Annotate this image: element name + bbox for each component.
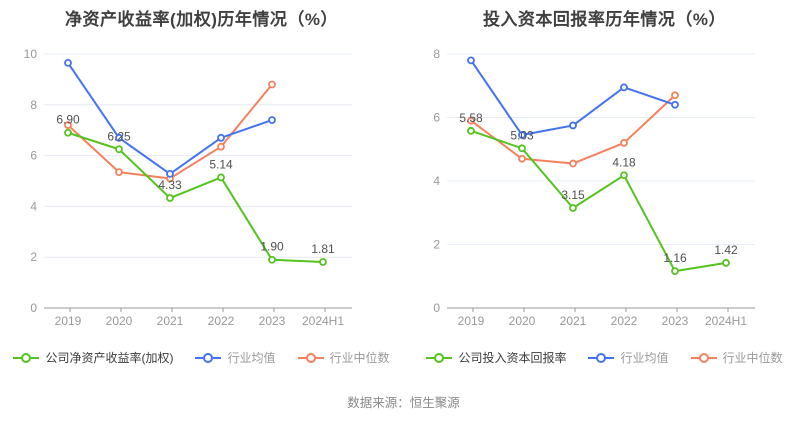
x-axis-tick-label: 2024H1: [705, 314, 747, 328]
value-label: 1.16: [663, 251, 687, 265]
legend-item-industry-median[interactable]: 行业中位数: [690, 349, 783, 366]
y-axis-tick-label: 10: [24, 47, 38, 61]
value-label: 1.81: [311, 242, 335, 256]
data-point: [64, 128, 72, 137]
data-point: [64, 58, 72, 67]
y-axis-tick-label: 4: [433, 174, 440, 188]
legend-line-circle-icon: [690, 352, 717, 363]
data-point: [467, 126, 475, 135]
y-axis-tick-label: 0: [30, 301, 37, 315]
data-point: [115, 133, 123, 142]
data-point: [217, 142, 225, 151]
value-label: 5.14: [209, 157, 233, 171]
value-label: 6.90: [56, 113, 80, 127]
x-axis-tick-label: 2019: [458, 314, 485, 328]
data-point: [166, 169, 174, 178]
legend-line-circle-icon: [195, 352, 222, 363]
legend-label: 行业中位数: [722, 351, 783, 365]
y-axis-tick-label: 8: [433, 47, 440, 61]
legend-label: 行业中位数: [329, 351, 390, 365]
roic-chart-plot: 0 2 4 6 8 2019 2020 2021 2022 2023 2024H1 5.58 5.03 3…: [433, 47, 755, 328]
roic-chart-section: 投入资本回报率历年情况（%） 0 2 4 6 8 2019 2020 2021 2022 2023…: [403, 0, 806, 366]
value-label: 1.90: [260, 240, 284, 254]
roe-chart-title: 净资产收益率(加权)历年情况（%）: [65, 10, 338, 29]
x-axis-tick-label: 2020: [509, 314, 536, 328]
roic-chart-title: 投入资本回报率历年情况（%）: [482, 10, 727, 29]
legend-item-industry-average[interactable]: 行业均值: [588, 349, 669, 366]
charts-row: 净资产收益率(加权)历年情况（%） 0 2 4 6 8 10 2019 2020 2021 202…: [0, 0, 806, 366]
legend-item-company[interactable]: 公司投入资本回报率: [426, 349, 566, 366]
value-label: 5.58: [459, 111, 483, 125]
x-axis-tick-label: 2022: [208, 314, 235, 328]
legend-label: 公司净资产收益率(加权): [45, 351, 174, 365]
data-point: [64, 121, 72, 130]
data-point: [569, 121, 577, 130]
y-axis-tick-label: 2: [433, 238, 440, 252]
data-point: [268, 80, 276, 89]
legend-label: 公司投入资本回报率: [458, 351, 567, 365]
data-point: [217, 173, 225, 182]
series-line: [67, 61, 273, 175]
data-point: [319, 258, 327, 266]
y-axis-tick-label: 2: [30, 250, 37, 264]
data-point: [671, 267, 679, 276]
legend-line-circle-icon: [297, 352, 324, 363]
data-point: [620, 83, 628, 92]
y-axis-tick-label: 4: [30, 199, 37, 213]
value-label: 3.15: [561, 188, 585, 202]
roe-chart-section: 净资产收益率(加权)历年情况（%） 0 2 4 6 8 10 2019 2020 2021 202…: [0, 0, 403, 366]
value-label: 1.42: [714, 243, 738, 257]
x-axis-tick-label: 2024H1: [302, 314, 344, 328]
data-point: [268, 255, 276, 264]
data-point: [467, 56, 475, 65]
value-label: 4.33: [158, 178, 182, 192]
data-point: [671, 91, 679, 100]
x-axis-tick-label: 2023: [662, 314, 689, 328]
data-point: [722, 259, 730, 267]
x-axis-tick-label: 2019: [55, 314, 82, 328]
legend-line-circle-icon: [426, 352, 453, 363]
legend-line-circle-icon: [588, 352, 615, 363]
legend-label: 行业均值: [620, 351, 669, 365]
data-point: [115, 168, 123, 177]
data-point: [620, 139, 628, 147]
x-axis-tick-label: 2021: [560, 314, 587, 328]
data-source: 数据来源：恒生聚源: [347, 396, 460, 410]
data-point: [115, 145, 123, 154]
y-axis-tick-label: 8: [30, 98, 37, 112]
data-point: [467, 116, 475, 125]
data-point: [217, 133, 225, 142]
series-line: [67, 131, 324, 264]
data-point: [166, 194, 174, 202]
x-axis-tick-label: 2020: [106, 314, 133, 328]
legend-item-company[interactable]: 公司净资产收益率(加权): [13, 349, 173, 366]
value-label: 5.03: [510, 128, 534, 142]
y-axis-tick-label: 0: [433, 301, 440, 315]
data-point: [518, 144, 526, 153]
data-point: [268, 116, 276, 124]
data-point: [569, 204, 577, 212]
legend-item-industry-average[interactable]: 行业均值: [195, 349, 276, 366]
roe-chart-plot: 0 2 4 6 8 10 2019 2020 2021 2022 2023 2024H1 6.90 6.2…: [24, 47, 352, 328]
x-axis-tick-label: 2023: [259, 314, 286, 328]
series-line: [470, 129, 727, 273]
legend-item-industry-median[interactable]: 行业中位数: [297, 349, 390, 366]
data-point: [671, 100, 679, 109]
data-point: [620, 171, 628, 180]
roic-chart-legend: 公司投入资本回报率 行业均值 行业中位数: [426, 349, 783, 366]
y-axis-tick-label: 6: [30, 149, 37, 163]
x-axis-tick-label: 2021: [157, 314, 184, 328]
legend-label: 行业均值: [227, 351, 276, 365]
data-point: [518, 131, 526, 139]
legend-line-circle-icon: [13, 352, 40, 363]
x-axis-tick-label: 2022: [611, 314, 638, 328]
value-label: 4.18: [612, 155, 636, 169]
data-point: [518, 154, 526, 163]
data-point: [569, 159, 577, 168]
roe-chart-legend: 公司净资产收益率(加权) 行业均值 行业中位数: [13, 349, 390, 366]
y-axis-tick-label: 6: [433, 111, 440, 125]
value-label: 6.25: [107, 129, 131, 143]
